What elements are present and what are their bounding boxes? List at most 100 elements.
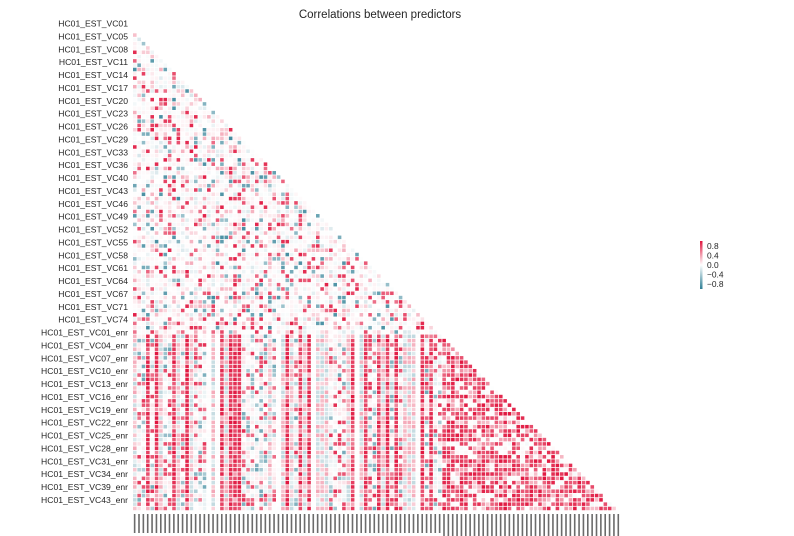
heatmap-cell [167,295,172,300]
heatmap-cell [442,360,446,364]
heatmap-cell [207,231,211,235]
heatmap-cell [316,282,320,287]
heatmap-cell [272,424,276,429]
heatmap-cell [255,235,259,240]
heatmap-cell [255,360,259,364]
heatmap-cell [159,334,163,339]
heatmap-cell [333,399,337,403]
heatmap-cell [207,239,211,244]
heatmap-cell [133,239,137,244]
heatmap-cell [355,278,359,283]
heatmap-cell [372,295,377,300]
heatmap-cell [289,416,294,420]
heatmap-cell [346,257,351,261]
heatmap-cell [202,115,207,119]
heatmap-cell [394,334,398,339]
heatmap-cell [141,93,146,98]
heatmap-cell [224,132,229,136]
heatmap-cell [446,429,451,433]
heatmap-cell [302,270,307,274]
heatmap-cell [359,450,364,455]
heatmap-cell [472,377,477,382]
heatmap-cell [133,437,137,442]
heatmap-cell [420,433,425,438]
heatmap-cell [198,416,202,420]
heatmap-cell [459,433,464,438]
heatmap-cell [141,248,146,253]
heatmap-cell [377,433,381,438]
heatmap-cell [176,437,181,442]
heatmap-cell [424,416,429,420]
heatmap-cell [154,459,159,463]
heatmap-cell [180,89,185,93]
heatmap-cell [246,179,250,184]
heatmap-cell [172,386,176,390]
heatmap-cell [298,196,303,201]
heatmap-cell [259,394,263,399]
heatmap-cell [189,429,194,433]
heatmap-cell [377,429,381,433]
heatmap-cell [468,433,473,438]
heatmap-cell [133,450,137,455]
heatmap-cell [485,407,490,412]
heatmap-cell [133,80,137,85]
heatmap-cell [146,433,150,438]
heatmap-cell [137,321,141,326]
heatmap-cell [429,368,433,373]
heatmap-cell [337,338,342,343]
heatmap-cell [159,308,163,313]
heatmap-cell [294,291,298,296]
heatmap-cell [228,231,233,235]
heatmap-cell [307,442,311,446]
heatmap-cell [372,373,377,377]
heatmap-cell [346,304,351,308]
heatmap-cell [481,450,486,455]
heatmap-cell [180,209,185,214]
heatmap-cell [185,390,189,395]
heatmap-cell [259,308,263,313]
heatmap-cell [381,416,385,420]
heatmap-cell [220,399,224,403]
heatmap-cell [316,407,320,412]
heatmap-cell [329,394,333,399]
heatmap-cell [246,368,250,373]
heatmap-cell [215,252,220,257]
heatmap-cell [259,330,263,334]
heatmap-cell [416,424,420,429]
heatmap-cell [302,360,307,364]
heatmap-cell [237,334,242,339]
heatmap-cell [233,386,237,390]
heatmap-cell [424,364,429,369]
heatmap-cell [411,317,416,321]
heatmap-cell [224,394,229,399]
heatmap-cell [241,265,246,270]
heatmap-cell [167,274,172,278]
heatmap-cell [416,377,420,382]
heatmap-cell [259,201,263,205]
heatmap-cell [176,252,181,257]
heatmap-cell [294,287,298,291]
heatmap-cell [146,110,150,115]
heatmap-cell [311,248,316,253]
heatmap-cell [424,321,429,326]
heatmap-cell [133,364,137,369]
heatmap-cell [390,295,394,300]
heatmap-cell [233,403,237,407]
heatmap-cell [137,179,141,184]
heatmap-cell [163,424,168,429]
heatmap-cell [237,140,242,145]
heatmap-cell [363,343,368,347]
heatmap-cell [485,403,490,407]
heatmap-cell [185,218,189,222]
heatmap-cell [342,394,346,399]
heatmap-cell [320,330,324,334]
heatmap-cell [194,201,198,205]
heatmap-cell [194,381,198,386]
heatmap-cell [263,214,268,218]
heatmap-cell [285,321,290,326]
heatmap-cell [133,37,137,42]
heatmap-cell [372,394,377,399]
heatmap-cell [159,72,163,76]
heatmap-cell [302,252,307,257]
heatmap-cell [233,412,237,416]
